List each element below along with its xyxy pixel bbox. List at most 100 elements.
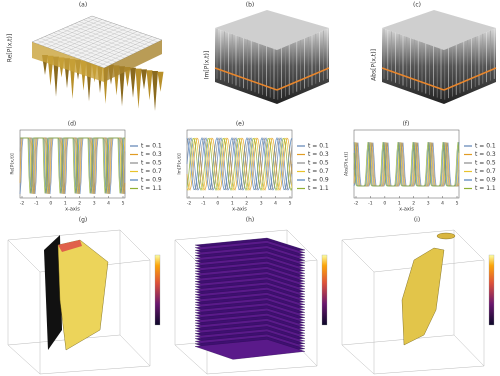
panel-label: (d) [68, 121, 77, 128]
surface-spike [119, 66, 125, 107]
surface-grid [88, 34, 148, 63]
legend-entry: t = 0.5 [475, 160, 496, 167]
volume-slab [194, 339, 306, 360]
surface-edge [104, 40, 162, 82]
surface-spike [135, 68, 142, 109]
box-edge [341, 239, 375, 273]
surface-grid [73, 29, 133, 57]
legend-entry: t = 0.7 [141, 168, 162, 175]
surface-band [381, 67, 445, 91]
surface-spike [141, 69, 147, 90]
legend-entry: t = 0.7 [475, 168, 496, 175]
surface-band [214, 67, 278, 91]
x-tick-label: 1 [231, 201, 234, 207]
surface-top [215, 10, 329, 50]
surface-grid [67, 27, 128, 56]
legend-entry: t = 0.1 [308, 143, 329, 150]
box-edge [341, 334, 455, 346]
box-edge [174, 229, 288, 241]
axis-label: Im[P(x,t)] [204, 51, 211, 79]
curve [186, 138, 293, 191]
box-edge [341, 344, 375, 375]
box-edge [7, 229, 121, 241]
legend-entry: t = 1.1 [475, 185, 496, 192]
x-tick-label: -1 [34, 201, 39, 207]
axis-label: x-axis [232, 207, 247, 213]
surface-grid [79, 21, 150, 47]
x-tick-label: -1 [201, 201, 206, 207]
box-edge [206, 365, 318, 375]
panel-label: (h) [246, 217, 254, 224]
axis-label: Re[P(x,t)] [7, 34, 14, 62]
x-tick-label: -1 [368, 201, 373, 207]
legend-entry: t = 0.7 [308, 168, 329, 175]
box-edge [119, 334, 151, 367]
box-edge [39, 365, 151, 375]
volume [57, 239, 109, 351]
colorbar [488, 254, 495, 326]
box-edge [119, 229, 151, 261]
panel-label: (i) [414, 217, 420, 224]
x-tick-label: 0 [216, 201, 219, 207]
panel-label: (b) [246, 2, 255, 9]
legend-entry: t = 0.9 [475, 177, 496, 184]
axis-label: Abs[P(x,t)] [371, 49, 378, 81]
legend-entry: t = 1.1 [308, 185, 329, 192]
x-tick-label: 1 [398, 201, 401, 207]
x-tick-label: 5 [122, 201, 125, 207]
axis-label: x-axis [65, 207, 80, 213]
surface-grid [98, 38, 158, 67]
surface-grid [87, 17, 158, 43]
curve [20, 137, 125, 194]
legend-entry: t = 0.9 [308, 177, 329, 184]
x-tick-label: 4 [274, 201, 277, 207]
colorbar [321, 254, 328, 326]
panel-label: (a) [79, 2, 87, 9]
surface-spike [53, 56, 59, 97]
surface-spike [157, 71, 164, 92]
legend-entry: t = 0.5 [308, 160, 329, 167]
box-edge [453, 229, 485, 261]
x-tick-label: 5 [456, 201, 459, 207]
x-tick-label: 0 [49, 201, 52, 207]
box-edge [7, 239, 41, 273]
panel-label: (e) [236, 121, 244, 128]
x-tick-label: 5 [289, 201, 292, 207]
box-edge [453, 334, 485, 367]
axis-label: Re[P(x,t)] [10, 153, 16, 175]
curve [353, 141, 460, 187]
x-tick-label: -2 [354, 201, 359, 207]
legend-entry: t = 0.5 [141, 160, 162, 167]
surface-spike [124, 67, 131, 87]
surface-grid [66, 27, 138, 53]
x-tick-label: 3 [427, 201, 430, 207]
x-tick-label: 0 [383, 201, 386, 207]
box-edge [286, 229, 318, 261]
box-edge [7, 344, 41, 375]
axis-label: Im[P(x,t)] [177, 153, 183, 175]
box-edge [341, 229, 455, 241]
surface-band [443, 67, 497, 91]
surface-spike [146, 70, 153, 101]
curve [186, 137, 293, 191]
box-edge [373, 365, 485, 375]
surface-grid [70, 25, 142, 51]
x-tick-label: 1 [64, 201, 67, 207]
surface-grid [83, 33, 143, 61]
surface-edge [32, 42, 104, 82]
surface-grid [83, 19, 154, 45]
surface-band [276, 67, 330, 91]
x-tick-label: 3 [260, 201, 263, 207]
legend-entry: t = 0.9 [141, 177, 162, 184]
box-edge [174, 344, 208, 375]
colorbar [154, 254, 161, 326]
surface-top [382, 10, 496, 50]
surface-grid [78, 31, 138, 59]
x-tick-label: -2 [187, 201, 192, 207]
legend-entry: t = 0.3 [141, 151, 162, 158]
box-edge [7, 334, 121, 346]
axis-label: Abs[P(x,t)] [344, 152, 350, 176]
volume [401, 247, 445, 346]
panel-label: (g) [79, 217, 88, 224]
volume-shadow [44, 235, 62, 350]
